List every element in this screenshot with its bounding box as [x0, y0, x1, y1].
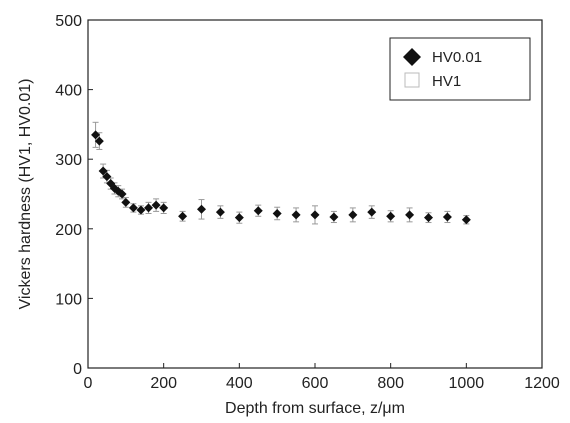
data-point-diamond — [348, 210, 358, 220]
y-axis: 0 100 200 300 400 500 — [55, 13, 93, 378]
data-point-diamond — [102, 172, 112, 182]
data-point-diamond — [386, 211, 396, 221]
data-point-diamond — [461, 215, 471, 225]
data-point-diamond — [159, 203, 169, 213]
data-point-diamond — [405, 210, 415, 220]
plot-area — [87, 19, 543, 369]
y-tick-label: 400 — [55, 83, 82, 100]
legend-label-hv1: HV1 — [432, 73, 461, 90]
data-point-diamond — [117, 189, 127, 199]
y-tick-label: 300 — [55, 152, 82, 169]
x-tick-label: 600 — [302, 375, 329, 392]
legend-open-square-icon — [404, 72, 420, 88]
data-point-diamond — [291, 210, 301, 220]
data-point-diamond — [253, 206, 263, 216]
x-tick-label: 1000 — [449, 375, 485, 392]
x-tick-label: 1200 — [524, 375, 560, 392]
data-point-diamond — [234, 213, 244, 223]
data-point-diamond — [144, 203, 154, 213]
x-tick-label: 800 — [377, 375, 404, 392]
data-markers — [91, 130, 471, 225]
x-axis: 0 200 400 600 800 1000 1200 — [84, 363, 560, 392]
y-tick-label: 200 — [55, 222, 82, 239]
y-tick-label: 500 — [55, 13, 82, 30]
legend: HV0.01 HV1 — [389, 37, 531, 101]
data-point-diamond — [215, 207, 225, 217]
data-point-diamond — [367, 207, 377, 217]
data-point-diamond — [442, 212, 452, 222]
x-tick-label: 400 — [226, 375, 253, 392]
y-tick-label: 100 — [55, 291, 82, 308]
x-tick-label: 0 — [84, 375, 93, 392]
y-axis-title: Vickers hardness (HV1, HV0.01) — [17, 79, 34, 310]
data-point-diamond — [329, 212, 339, 222]
data-point-diamond — [94, 136, 104, 146]
data-point-diamond — [151, 200, 161, 210]
data-point-diamond — [121, 197, 131, 207]
data-point-diamond — [178, 211, 188, 221]
legend-diamond-icon — [403, 48, 421, 66]
legend-label-hv001: HV0.01 — [432, 49, 482, 66]
y-tick-label: 0 — [73, 361, 82, 378]
x-axis-title: Depth from surface, z/μm — [225, 400, 405, 417]
data-point-diamond — [98, 166, 108, 176]
data-point-diamond — [91, 130, 101, 140]
x-tick-label: 200 — [150, 375, 177, 392]
data-point-diamond — [136, 205, 146, 215]
data-point-diamond — [128, 203, 138, 213]
data-point-diamond — [272, 208, 282, 218]
data-point-diamond — [197, 204, 206, 214]
legend-box — [389, 37, 531, 101]
data-point-diamond — [310, 210, 320, 220]
data-point-diamond — [424, 213, 433, 223]
